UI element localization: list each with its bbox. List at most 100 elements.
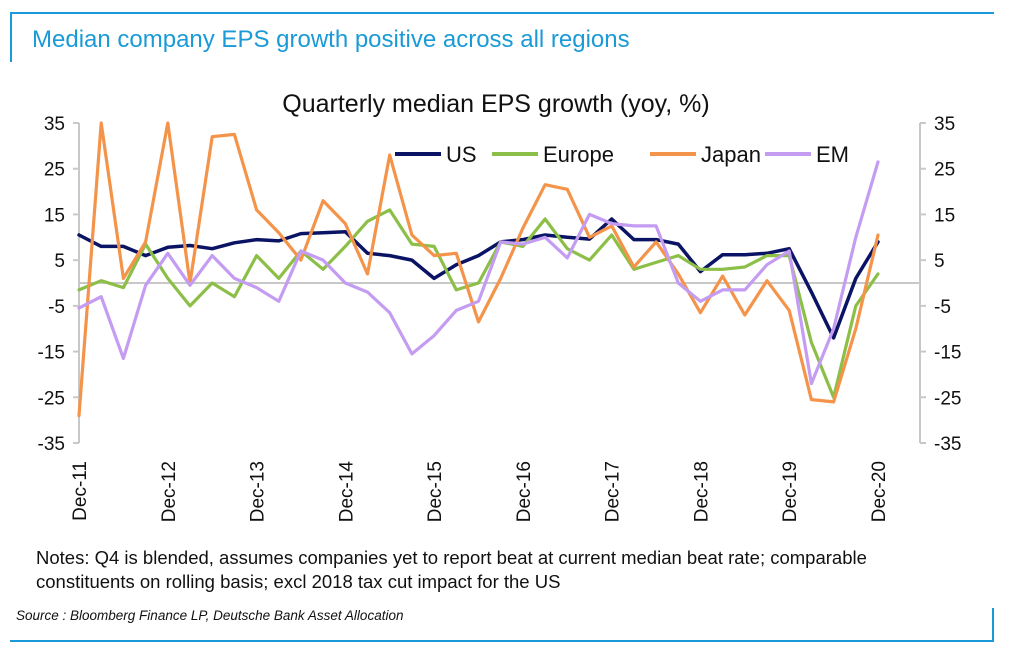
- data-point-em: [677, 282, 680, 284]
- data-point-us: [699, 270, 702, 273]
- data-point-us: [233, 241, 236, 244]
- data-point-us: [655, 238, 657, 241]
- data-point-japan: [100, 122, 102, 124]
- data-point-us: [721, 253, 724, 256]
- data-point-japan: [255, 209, 258, 211]
- data-point-japan: [433, 254, 435, 257]
- data-point-us: [411, 259, 413, 261]
- data-point-europe: [233, 295, 236, 298]
- y-tick-label-right: -5: [934, 297, 951, 318]
- data-point-us: [832, 337, 835, 339]
- data-point-japan: [855, 327, 857, 330]
- data-point-em: [455, 309, 458, 312]
- data-point-em: [855, 236, 857, 239]
- data-point-em: [277, 300, 280, 303]
- data-point-us: [566, 236, 569, 239]
- data-point-japan: [655, 241, 657, 243]
- data-point-em: [832, 327, 835, 330]
- data-point-us: [277, 240, 280, 242]
- data-point-japan: [344, 222, 347, 225]
- data-point-em: [721, 289, 724, 291]
- data-point-japan: [744, 314, 746, 316]
- data-point-em: [166, 252, 169, 255]
- data-point-em: [477, 300, 480, 303]
- chart-title: Quarterly median EPS growth (yoy, %): [282, 90, 709, 118]
- x-tick-label: Dec-14: [336, 461, 357, 523]
- data-point-japan: [788, 309, 791, 312]
- data-point-japan: [522, 227, 524, 229]
- data-point-japan: [166, 122, 169, 124]
- data-point-em: [744, 289, 746, 291]
- data-point-em: [433, 334, 435, 337]
- data-point-em: [699, 300, 702, 303]
- data-point-us: [78, 234, 80, 236]
- data-point-japan: [277, 231, 280, 234]
- headline: Median company EPS growth positive acros…: [32, 26, 630, 53]
- data-point-europe: [322, 268, 324, 271]
- data-point-em: [655, 225, 657, 227]
- data-point-em: [499, 241, 502, 243]
- data-point-europe: [477, 282, 480, 284]
- y-tick-label-left: -25: [38, 388, 65, 409]
- legend-label-us: US: [446, 142, 477, 167]
- data-point-em: [566, 257, 569, 259]
- data-point-em: [588, 213, 591, 216]
- data-point-us: [189, 244, 191, 247]
- data-point-us: [255, 238, 258, 241]
- data-point-us: [166, 246, 169, 249]
- data-point-europe: [699, 268, 702, 271]
- legend-label-japan: Japan: [701, 142, 761, 167]
- data-point-japan: [144, 241, 147, 243]
- data-point-us: [144, 254, 147, 257]
- data-point-japan: [300, 259, 302, 261]
- data-point-japan: [566, 188, 569, 191]
- data-point-japan: [677, 273, 680, 275]
- data-point-japan: [122, 277, 125, 280]
- legend-label-europe: Europe: [543, 142, 614, 167]
- data-point-us: [544, 234, 546, 236]
- data-point-europe: [610, 234, 613, 236]
- data-point-japan: [810, 398, 813, 401]
- data-point-europe: [166, 277, 169, 280]
- data-point-us: [766, 252, 768, 255]
- data-point-europe: [122, 286, 125, 289]
- data-point-us: [744, 253, 746, 256]
- y-tick-label-left: 15: [44, 205, 65, 226]
- data-point-europe: [721, 268, 724, 271]
- x-tick-label: Dec-12: [159, 461, 180, 522]
- data-point-us: [633, 238, 635, 241]
- data-point-em: [633, 225, 635, 227]
- data-point-europe: [455, 289, 458, 291]
- data-point-em: [78, 307, 80, 309]
- data-point-japan: [388, 154, 391, 156]
- y-tick-label-left: 35: [44, 114, 65, 135]
- frame-left-border: [10, 12, 12, 62]
- data-point-em: [877, 161, 879, 163]
- x-tick-label: Dec-17: [603, 461, 624, 522]
- data-point-us: [344, 231, 347, 233]
- data-point-em: [788, 250, 791, 252]
- y-tick-label-right: -25: [934, 388, 961, 409]
- data-point-japan: [455, 252, 458, 255]
- frame-top-border: [10, 12, 994, 14]
- data-point-japan: [322, 199, 324, 202]
- data-point-em: [300, 250, 302, 252]
- data-point-japan: [699, 311, 702, 314]
- data-point-europe: [655, 261, 657, 264]
- data-point-us: [388, 254, 391, 257]
- x-tick-label: Dec-18: [691, 461, 712, 522]
- data-point-europe: [544, 218, 546, 220]
- data-point-em: [522, 243, 524, 245]
- data-point-japan: [588, 236, 591, 239]
- data-point-europe: [189, 305, 191, 307]
- data-point-europe: [388, 209, 391, 211]
- data-point-us: [477, 254, 480, 257]
- data-point-japan: [633, 266, 635, 268]
- data-point-europe: [433, 245, 435, 248]
- data-point-europe: [566, 247, 569, 250]
- data-point-em: [100, 295, 102, 298]
- y-tick-label-right: 25: [934, 160, 955, 181]
- data-point-europe: [78, 289, 80, 291]
- x-tick-label: Dec-15: [425, 461, 446, 522]
- y-tick-label-right: -15: [934, 343, 961, 364]
